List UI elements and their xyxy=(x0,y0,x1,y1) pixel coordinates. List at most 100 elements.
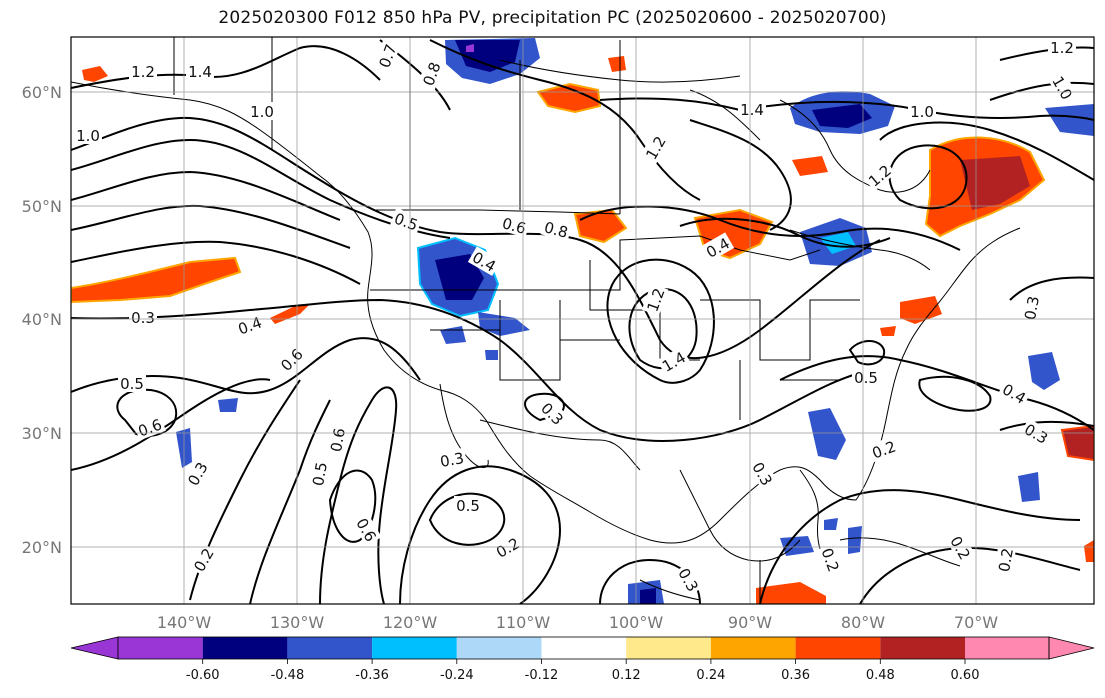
pv-contour-line xyxy=(116,388,178,437)
precip-negative-area xyxy=(1028,352,1060,390)
contour-label: 1.2 xyxy=(131,63,155,81)
precip-negative-area xyxy=(485,350,498,360)
lon-label: 140°W xyxy=(157,613,212,632)
pv-contour-line xyxy=(739,100,1094,121)
colorbar-segment xyxy=(795,637,881,659)
lat-label: 20°N xyxy=(22,538,62,557)
lon-label: 130°W xyxy=(270,613,325,632)
lon-label: 100°W xyxy=(609,613,664,632)
precip-positive-area xyxy=(71,256,242,304)
colorbar-segment xyxy=(372,637,457,659)
lat-label: 30°N xyxy=(22,424,62,443)
precip-positive-area xyxy=(756,582,826,604)
colorbar-tick-label: 0.36 xyxy=(781,668,810,683)
precip-positive-area xyxy=(792,156,828,176)
coastlines-borders xyxy=(71,37,1021,604)
lon-label: 90°W xyxy=(728,613,772,632)
contour-label: 0.6 xyxy=(500,214,528,238)
political-border xyxy=(479,419,641,471)
coastline xyxy=(779,99,931,193)
colorbar-tick-label: 0.12 xyxy=(612,668,641,683)
pv-contour-line xyxy=(319,386,398,604)
coastline xyxy=(439,383,489,468)
colorbar-segment xyxy=(456,637,542,659)
pv-contour-line xyxy=(689,119,792,231)
colorbar-segment xyxy=(965,637,1049,659)
contour-label: 1.2 xyxy=(1050,39,1074,57)
coastline xyxy=(689,89,761,141)
political-border xyxy=(376,209,621,215)
pv-contour-line xyxy=(759,489,1081,604)
pv-contour-line xyxy=(848,340,886,366)
contour-label: 1.0 xyxy=(910,103,934,121)
coastline xyxy=(839,537,961,567)
precip-negative-area xyxy=(808,408,846,460)
precip-negative-area xyxy=(435,254,484,300)
precip-negative-area xyxy=(466,44,474,52)
political-border xyxy=(370,235,821,291)
pv-contour-line xyxy=(328,469,377,543)
precip-negative-area xyxy=(1045,104,1094,136)
political-border xyxy=(430,329,840,420)
precip-positive-area xyxy=(1084,540,1094,562)
contour-label: 0.3 xyxy=(439,449,466,471)
contour-label-group: 1.2 1.4 1.0 1.0 0.7 0.8 1.4 1.0 1.2 1.0 … xyxy=(74,38,1078,597)
lon-label: 120°W xyxy=(383,613,438,632)
coastline xyxy=(639,579,701,601)
contour-label: 0.2 xyxy=(995,547,1017,574)
map-frame xyxy=(70,36,1095,605)
colorbar-tick-label: 0.60 xyxy=(951,668,980,683)
pv-contour-line xyxy=(579,205,961,251)
colorbar-tick-label: -0.48 xyxy=(271,668,305,683)
colorbar-tick-label: -0.12 xyxy=(525,668,559,683)
precip-negative-area xyxy=(1018,472,1040,502)
contour-label: 1.0 xyxy=(250,103,274,121)
pv-contour-line xyxy=(888,144,968,210)
contour-label: 0.5 xyxy=(309,461,331,488)
lon-label: 80°W xyxy=(841,613,885,632)
precip-positive-area xyxy=(82,66,108,82)
pv-contour-line xyxy=(606,258,715,384)
precip-positive-area xyxy=(960,156,1030,210)
coastline xyxy=(855,227,1021,501)
contour-label: 0.8 xyxy=(542,218,570,242)
contour-label: 0.3 xyxy=(1021,295,1043,322)
coastline xyxy=(789,229,931,271)
colorbar-tick-label: -0.24 xyxy=(440,668,474,683)
lon-label: 110°W xyxy=(496,613,551,632)
pv-contour-line xyxy=(918,375,992,412)
colorbar-segment xyxy=(880,637,965,659)
pv-contour-line xyxy=(879,121,1094,181)
precip-positive-area xyxy=(608,56,626,72)
colorbar-tick-label: 0.48 xyxy=(866,668,895,683)
colorbar-segment xyxy=(202,637,288,659)
pv-contour-line xyxy=(71,170,341,221)
colorbar-tick-label: -0.60 xyxy=(186,668,220,683)
map-title: 2025020300 F012 850 hPa PV, precipitatio… xyxy=(218,8,887,28)
lat-label: 60°N xyxy=(22,83,62,102)
colorbar-extend-high xyxy=(1048,636,1095,660)
precip-shading xyxy=(71,38,1094,604)
colorbar-segment xyxy=(626,637,711,659)
contour-label: 1.4 xyxy=(740,101,764,119)
precip-positive-area xyxy=(900,296,942,324)
colorbar-outline xyxy=(117,636,1050,660)
pv-contour-line xyxy=(999,420,1094,431)
colorbar-tick-label: -0.36 xyxy=(355,668,389,683)
pv-contour-line xyxy=(1009,276,1094,301)
pv-contour-line xyxy=(71,378,271,471)
colorbar-segment xyxy=(541,637,627,659)
precip-negative-area xyxy=(218,398,238,412)
contour-label: 1.4 xyxy=(188,63,212,81)
precip-positive-area xyxy=(880,326,896,336)
contour-label: 1.0 xyxy=(76,127,100,145)
graticule xyxy=(71,37,1094,604)
pv-contour-line xyxy=(599,97,741,111)
lon-label: 70°W xyxy=(954,613,998,632)
lat-label: 40°N xyxy=(22,310,62,329)
pv-contour-line xyxy=(679,217,891,248)
pv-contour-line xyxy=(399,465,562,604)
contour-label: 0.5 xyxy=(456,497,480,515)
pv-contour-line xyxy=(779,355,1094,431)
